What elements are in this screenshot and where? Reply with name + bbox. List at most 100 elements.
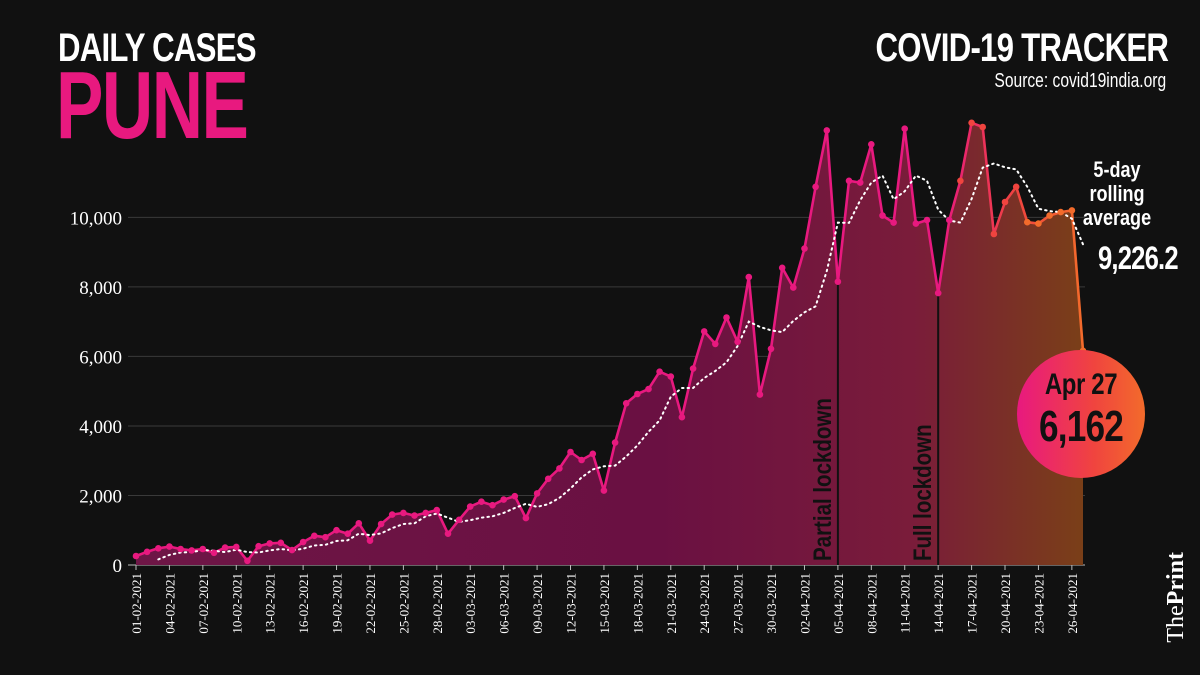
data-point	[199, 545, 207, 553]
rolling-average-value: 9,226.2	[1098, 240, 1179, 276]
data-point	[823, 127, 831, 134]
x-tick-label: 11-04-2021	[898, 573, 913, 633]
x-tick-label: 26-04-2021	[1065, 573, 1080, 634]
data-point	[544, 475, 552, 483]
data-point	[132, 552, 140, 560]
data-point	[388, 511, 396, 518]
data-point	[377, 520, 385, 528]
data-point	[155, 545, 162, 552]
data-point	[400, 509, 407, 517]
x-tick-label: 02-04-2021	[797, 573, 812, 634]
rolling-average-label-line2: rolling	[1089, 181, 1145, 206]
data-point	[801, 245, 808, 252]
data-point	[790, 284, 797, 291]
data-point	[366, 537, 374, 544]
data-point	[901, 125, 908, 132]
data-point	[622, 400, 630, 407]
x-tick-label: 03-03-2021	[463, 573, 478, 634]
x-tick-label: 15-03-2021	[597, 573, 612, 634]
data-point	[466, 503, 474, 510]
data-point	[834, 278, 842, 286]
data-point	[177, 545, 184, 553]
data-point	[645, 385, 652, 393]
data-point	[912, 220, 920, 227]
x-tick-label: 12-03-2021	[564, 573, 579, 634]
data-point	[589, 450, 597, 458]
data-point	[868, 141, 875, 148]
data-point	[221, 544, 229, 551]
data-point	[433, 506, 441, 514]
data-point	[1001, 198, 1009, 206]
data-point	[188, 547, 195, 554]
data-point	[845, 177, 853, 185]
x-tick-label: 07-02-2021	[196, 573, 211, 634]
data-point	[244, 557, 251, 565]
data-point	[578, 456, 585, 464]
data-point	[344, 530, 352, 537]
data-point	[957, 177, 964, 185]
city-name: PUNE	[56, 52, 249, 159]
data-point	[1068, 207, 1076, 214]
data-point	[255, 542, 262, 550]
x-tick-label: 25-02-2021	[396, 573, 411, 634]
x-tick-label: 09-03-2021	[530, 573, 545, 634]
x-tick-label: 20-04-2021	[998, 573, 1013, 634]
tracker-title: COVID-19 TRACKER	[875, 26, 1168, 70]
data-point	[667, 373, 675, 380]
theprint-logo: ThePrint	[1163, 552, 1190, 643]
data-point	[1035, 220, 1042, 227]
data-point	[812, 183, 819, 191]
data-point	[923, 216, 931, 224]
data-point	[678, 413, 686, 421]
data-point	[1057, 208, 1064, 216]
data-point	[1046, 212, 1053, 219]
x-tick-label: 21-03-2021	[664, 573, 679, 634]
data-point	[411, 512, 418, 519]
x-tick-label: 10-02-2021	[229, 573, 244, 634]
data-point	[522, 514, 530, 522]
data-point	[444, 530, 452, 537]
data-point	[778, 264, 786, 272]
data-point	[767, 345, 775, 353]
x-tick-label: 05-04-2021	[831, 573, 846, 634]
x-tick-label: 19-02-2021	[330, 573, 345, 634]
data-point	[700, 328, 708, 335]
x-tick-label: 28-02-2021	[430, 573, 445, 634]
x-tick-label: 22-02-2021	[363, 573, 378, 634]
y-tick-label: 4,000	[79, 417, 122, 438]
x-tick-label: 24-03-2021	[697, 573, 712, 634]
rolling-average-label-line3: average	[1082, 205, 1152, 230]
x-tick-label: 13-02-2021	[263, 573, 278, 634]
data-point	[723, 314, 730, 321]
data-point	[734, 338, 741, 346]
callout-date: Apr 27	[1044, 368, 1118, 401]
data-point	[611, 439, 619, 446]
data-point	[968, 119, 975, 127]
rolling-average-label: 5-day rolling average	[1072, 158, 1162, 230]
data-point	[756, 391, 764, 398]
data-point	[333, 526, 340, 534]
x-tick-label: 14-04-2021	[931, 573, 946, 634]
data-point	[890, 219, 897, 226]
data-point	[567, 448, 574, 456]
data-point	[210, 549, 218, 557]
data-point	[322, 533, 329, 541]
source-note: Source: covid19india.org	[994, 70, 1166, 92]
data-point	[166, 543, 173, 550]
data-point	[856, 179, 864, 186]
data-point	[455, 516, 463, 524]
x-tick-label: 17-04-2021	[965, 573, 980, 634]
rolling-average-line	[157, 162, 1084, 561]
data-point	[600, 487, 608, 494]
data-point	[946, 216, 953, 224]
data-point	[511, 492, 519, 500]
data-point	[1012, 183, 1020, 191]
data-point	[745, 273, 753, 281]
y-tick-label: 0	[113, 556, 123, 577]
data-point	[266, 540, 274, 547]
data-point	[299, 538, 307, 546]
x-tick-label: 16-02-2021	[296, 573, 311, 634]
x-tick-label: 30-03-2021	[764, 573, 779, 634]
data-point	[556, 465, 563, 472]
